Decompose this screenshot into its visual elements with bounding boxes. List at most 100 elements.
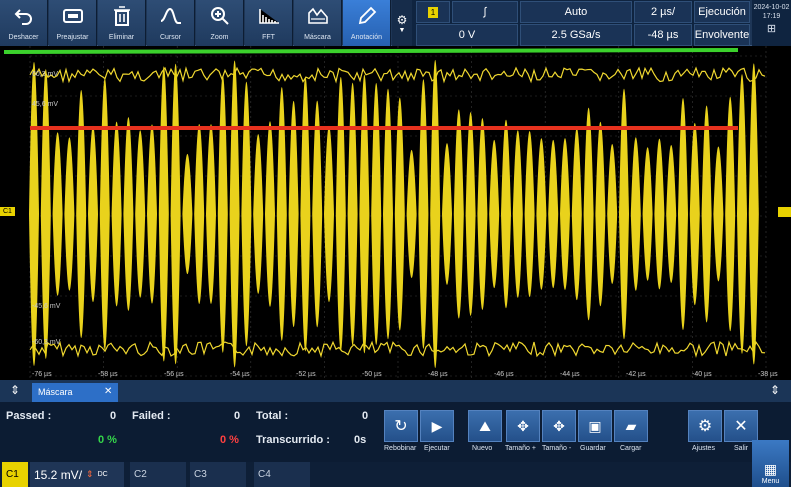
- channel-1-coupling: DC: [97, 471, 108, 478]
- signal-lobe: [642, 147, 653, 281]
- channel-marker-right[interactable]: [778, 207, 791, 217]
- settings-label: Ajustes: [692, 445, 715, 452]
- time-text: 17:19: [762, 13, 781, 20]
- signal-lobe: [123, 117, 134, 311]
- channel-2-tab[interactable]: C2: [130, 462, 186, 487]
- signal-lobe: [748, 63, 759, 365]
- delete-button[interactable]: Eliminar: [98, 0, 146, 46]
- channel-4-tab[interactable]: C4: [254, 462, 310, 487]
- time-tick-label: -76 µs: [32, 371, 52, 378]
- signal-lobe: [335, 77, 346, 351]
- network-icon: ⊞: [766, 23, 777, 35]
- trigger-level-value: 0 V: [458, 29, 476, 41]
- signal-lobe: [40, 69, 51, 359]
- timebase-cell[interactable]: 2 µs/: [634, 1, 692, 23]
- elapsed-label: Transcurrido :: [256, 434, 330, 446]
- fft-icon: [256, 4, 282, 28]
- signal-lobe: [371, 83, 382, 345]
- signal-lobe: [430, 59, 441, 369]
- signal-lobe: [418, 79, 429, 349]
- time-offset-cell[interactable]: -48 µs: [634, 24, 692, 46]
- chevron-down-icon: ▼: [398, 26, 406, 34]
- trigger-source-badge: 1: [427, 6, 439, 18]
- mask-panel-header: ⇕ ⇕: [0, 380, 791, 402]
- toolbar-more-button[interactable]: ⚙ ▼: [392, 0, 412, 46]
- trigger-mode-cell[interactable]: Auto: [520, 1, 632, 23]
- time-tick-label: -42 µs: [626, 371, 646, 378]
- run-button[interactable]: ▶: [420, 410, 454, 442]
- signal-lobe: [241, 81, 252, 347]
- preset-button[interactable]: Preajustar: [49, 0, 97, 46]
- signal-lobe: [654, 138, 665, 290]
- play-icon: ▶: [431, 417, 443, 434]
- fft-button[interactable]: FFT: [245, 0, 293, 46]
- waveform-display[interactable]: 45,6 mV -45,6 mV 60,3 mV -60,3 mV -76 µs…: [0, 46, 791, 380]
- load-label: Cargar: [620, 445, 642, 452]
- trigger-source-cell[interactable]: 1: [416, 1, 450, 23]
- signal-lobe: [737, 74, 747, 354]
- signal-lobe: [713, 146, 724, 282]
- save-button[interactable]: ▣: [578, 410, 612, 442]
- time-offset-value: -48 µs: [647, 29, 679, 41]
- annotation-button[interactable]: Anotación: [343, 0, 391, 46]
- size-minus-button[interactable]: ✥: [542, 410, 576, 442]
- signal-lobe: [394, 97, 405, 331]
- new-mask-button[interactable]: ⛰: [468, 410, 502, 442]
- zoom-icon: [207, 4, 233, 28]
- signal-lobe: [206, 124, 216, 304]
- expand-right-icon[interactable]: ⇕: [770, 383, 781, 397]
- rewind-button[interactable]: ↻: [384, 410, 418, 442]
- trigger-level-cell[interactable]: 0 V: [416, 24, 518, 46]
- menu-button[interactable]: ▦ Menu: [752, 440, 789, 487]
- signal-lobe: [265, 121, 275, 307]
- channel-marker-left[interactable]: C1: [0, 207, 15, 216]
- elapsed-value: 0s: [354, 434, 367, 446]
- time-tick-label: -48 µs: [428, 371, 448, 378]
- signal-lobe: [607, 144, 618, 284]
- passed-percent: 0 %: [98, 434, 117, 446]
- cursor-label: Cursor: [159, 34, 181, 41]
- spinner-icon: ⇕: [86, 469, 94, 479]
- green-reference-line: [3, 48, 739, 54]
- signal-lobe: [571, 127, 582, 301]
- save-label: Guardar: [580, 445, 606, 452]
- undo-icon: [11, 4, 37, 28]
- mask-button[interactable]: Máscara: [294, 0, 342, 46]
- sample-rate-cell[interactable]: 2.5 GSa/s: [520, 24, 632, 46]
- trigger-slope-cell[interactable]: ∫: [452, 1, 518, 23]
- channel-1-tab[interactable]: C1: [2, 462, 28, 487]
- size-plus-button[interactable]: ✥: [506, 410, 540, 442]
- exit-button[interactable]: ✕: [724, 410, 758, 442]
- failed-count: 0: [234, 410, 241, 422]
- channel-3-tab[interactable]: C3: [190, 462, 246, 487]
- settings-button[interactable]: ⚙: [688, 410, 722, 442]
- zoom-button[interactable]: Zoom: [196, 0, 244, 46]
- run-state-cell[interactable]: Ejecución: [694, 1, 750, 23]
- signal-lobe: [29, 62, 39, 366]
- cursor-button[interactable]: Cursor: [147, 0, 195, 46]
- signal-lobe: [489, 139, 500, 289]
- signal-lobe: [725, 96, 736, 332]
- signal-lobe: [689, 122, 700, 306]
- acq-mode-cell[interactable]: Envolvente: [694, 24, 750, 46]
- expand-left-icon[interactable]: ⇕: [10, 383, 21, 397]
- undo-button[interactable]: Deshacer: [0, 0, 48, 46]
- menu-grid-icon: ▦: [763, 461, 778, 477]
- signal-lobe: [406, 149, 417, 279]
- close-icon[interactable]: ✕: [104, 386, 113, 397]
- undo-label: Deshacer: [8, 34, 39, 41]
- signal-lobe: [666, 144, 677, 284]
- signal-lobe: [170, 63, 181, 365]
- signal-lobe: [583, 107, 594, 321]
- channel-2-label: C2: [134, 469, 147, 480]
- channel-3-label: C3: [194, 469, 207, 480]
- signal-lobe: [300, 76, 311, 352]
- load-button[interactable]: ▰: [614, 410, 648, 442]
- signal-lobe: [99, 78, 110, 350]
- zoom-label: Zoom: [210, 34, 229, 41]
- run-state-value: Ejecución: [698, 6, 746, 18]
- channel-1-scale[interactable]: 15.2 mV/ ⇕ DC: [30, 462, 124, 487]
- tab-mask[interactable]: Máscara ✕: [32, 383, 118, 402]
- time-tick-label: -38 µs: [758, 371, 778, 378]
- level-label-top: 60,3 mV: [32, 71, 58, 78]
